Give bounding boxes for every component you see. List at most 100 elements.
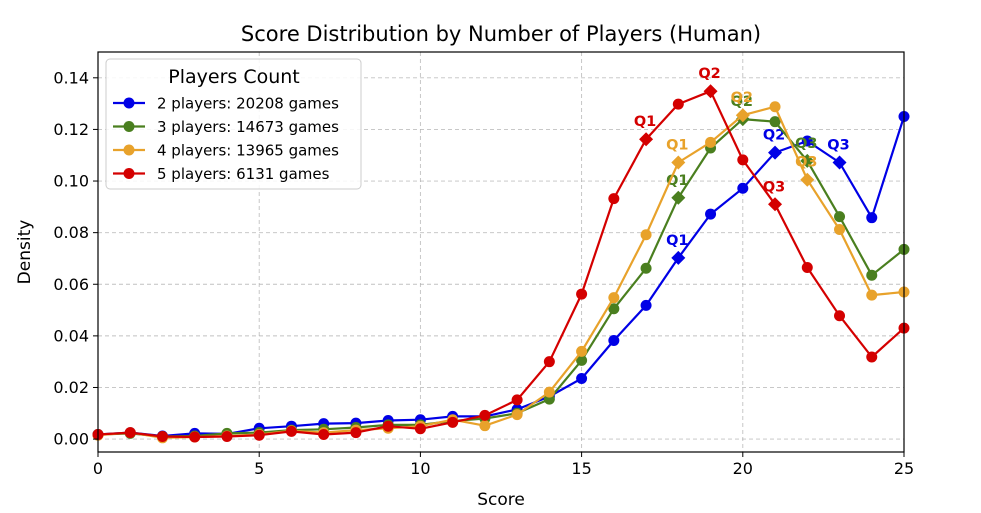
data-point — [479, 420, 491, 432]
chart-title: Score Distribution by Number of Players … — [241, 22, 761, 46]
legend-title: Players Count — [168, 66, 300, 88]
data-point — [640, 229, 652, 241]
legend-entries: 2 players: 20208 games 3 players: 14673 g… — [113, 95, 339, 183]
data-point — [801, 261, 813, 273]
quartile-marker — [671, 155, 686, 170]
x-tick-label: 20 — [733, 459, 753, 478]
quartile-label: Q2 — [731, 94, 753, 110]
data-point — [640, 299, 652, 311]
quartile-marker — [768, 197, 783, 212]
legend-marker — [123, 144, 135, 156]
legend-label: 2 players: 20208 games — [157, 95, 339, 113]
data-point — [608, 193, 620, 205]
data-point — [834, 224, 846, 236]
data-point — [511, 394, 523, 406]
data-point — [608, 335, 620, 347]
quartile-label: Q1 — [666, 137, 688, 153]
quartile-marker — [703, 84, 718, 99]
legend-entry: 2 players: 20208 games — [113, 95, 339, 113]
y-tick-label: 0.14 — [53, 68, 89, 87]
data-point — [801, 135, 813, 147]
data-point — [866, 212, 878, 224]
data-point — [253, 429, 265, 441]
quartile-label: Q2 — [698, 66, 720, 82]
data-point — [576, 345, 588, 357]
data-point — [866, 269, 878, 281]
legend-entry: 3 players: 14673 games — [113, 118, 339, 136]
quartile-label: Q1 — [666, 233, 688, 249]
data-point — [511, 409, 523, 421]
quartile-label: Q2 — [731, 90, 753, 106]
legend-label: 3 players: 14673 games — [157, 118, 339, 136]
y-tick-label: 0.10 — [53, 172, 89, 191]
y-tick-label: 0.02 — [53, 378, 89, 397]
quartile-label: Q2 — [763, 128, 785, 144]
quartile-marker — [768, 145, 783, 160]
legend: Players Count 2 players: 20208 games 3 pl… — [105, 58, 362, 190]
data-point — [285, 425, 297, 437]
data-point — [834, 211, 846, 223]
data-point — [866, 351, 878, 363]
x-tick-label: 25 — [894, 459, 914, 478]
y-tick-label: 0.04 — [53, 326, 89, 345]
x-tick-label: 5 — [254, 459, 264, 478]
data-point — [318, 428, 330, 440]
quartile-marker — [735, 108, 750, 123]
y-axis-label: Density — [15, 220, 35, 285]
data-point — [672, 98, 684, 110]
data-point — [834, 310, 846, 322]
quartile-marker — [800, 172, 815, 187]
y-tick-label: 0.12 — [53, 120, 89, 139]
quartile-label: Q3 — [827, 137, 849, 153]
data-point — [221, 431, 233, 443]
data-point — [737, 154, 749, 166]
x-tick-label: 10 — [410, 459, 430, 478]
data-point — [382, 420, 394, 432]
data-point — [576, 372, 588, 384]
y-tick-label: 0.00 — [53, 430, 89, 449]
quartile-marker — [800, 153, 815, 168]
data-point — [350, 427, 362, 439]
quartile-marker — [832, 155, 847, 170]
legend-entry: 5 players: 6131 games — [113, 165, 330, 183]
legend-label: 5 players: 6131 games — [157, 165, 330, 183]
plot-frame — [97, 51, 905, 453]
x-tick-label: 15 — [571, 459, 591, 478]
data-point — [737, 182, 749, 194]
quartile-marker — [639, 132, 654, 147]
data-point — [447, 416, 459, 428]
data-point — [769, 101, 781, 113]
data-point — [769, 116, 781, 128]
data-point — [124, 427, 136, 439]
data-point — [479, 409, 491, 421]
x-axis-label: Score — [477, 490, 525, 510]
legend-marker — [123, 121, 135, 132]
quartile-label: Q3 — [763, 179, 785, 195]
data-point — [576, 354, 588, 366]
legend-entry: 4 players: 13965 games — [113, 142, 339, 160]
data-point — [189, 431, 201, 443]
data-point — [576, 288, 588, 300]
legend-marker — [123, 97, 135, 109]
quartile-label: Q1 — [634, 114, 656, 130]
y-tick-label: 0.06 — [53, 275, 89, 294]
data-point — [866, 289, 878, 301]
data-point — [640, 262, 652, 274]
data-point — [705, 136, 717, 148]
quartile-marker — [671, 250, 686, 265]
data-point — [705, 208, 717, 220]
data-point — [608, 292, 620, 304]
axes: 0 5 10 15 20 25 0.00 0.02 0.04 0.06 0.08 0.10 0.12 0.… — [53, 68, 914, 478]
legend-label: 4 players: 13965 games — [157, 142, 339, 160]
data-point — [608, 303, 620, 315]
data-point — [543, 356, 555, 368]
y-tick-label: 0.08 — [53, 223, 89, 242]
quartile-marker — [671, 190, 686, 205]
legend-box — [105, 58, 362, 190]
x-tick-label: 0 — [93, 459, 103, 478]
data-point — [156, 431, 168, 443]
quartile-label: Q3 — [795, 136, 817, 152]
data-point — [543, 386, 555, 398]
